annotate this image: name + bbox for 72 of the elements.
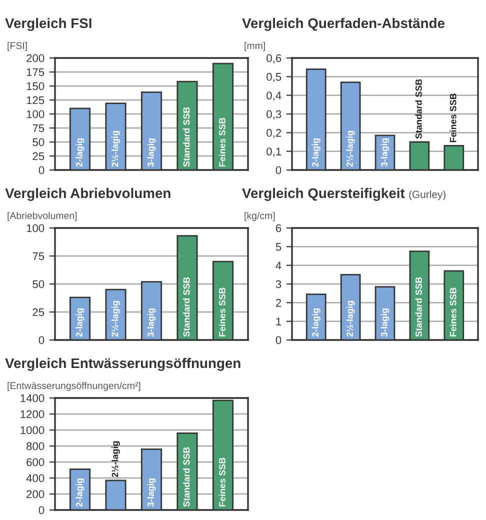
y-tick-label: 0 xyxy=(38,336,44,344)
y-tick-label: 400 xyxy=(26,474,44,482)
y-axis-title: [kg/cm] xyxy=(244,212,275,222)
x-tick-label: 2-lagig xyxy=(312,138,320,167)
x-tick-label: 2-lagig xyxy=(76,138,84,167)
x-tick-label: 2½-lagig xyxy=(346,130,355,167)
y-tick-label: 150 xyxy=(26,82,44,90)
x-tick-label: Standard SSB xyxy=(415,79,422,139)
x-tick-label: Feines SSB xyxy=(450,288,456,336)
y-axis-title: [FSI] xyxy=(8,42,27,52)
x-tick-label: Standard SSB xyxy=(183,447,190,507)
y-tick-label: 175 xyxy=(26,68,44,76)
y-tick-label: 5 xyxy=(276,243,282,251)
x-tick-label: 3-lagig xyxy=(380,138,390,167)
x-tick-label: Standard SSB xyxy=(183,277,190,337)
x-tick-label: Standard SSB xyxy=(183,107,190,167)
x-tick-label: Feines SSB xyxy=(218,288,226,336)
y-tick-label: 25 xyxy=(32,308,44,316)
x-tick-label: Feines SSB xyxy=(218,458,226,506)
y-tick-label: 600 xyxy=(26,458,44,466)
y-tick-label: 0,5 xyxy=(266,72,282,82)
y-tick-label: 0 xyxy=(38,506,44,514)
y-tick-label: 100 xyxy=(26,224,44,232)
y-tick-label: 1000 xyxy=(20,426,44,434)
chart-subtitle: (Gurley) xyxy=(409,190,446,200)
y-tick-label: 0 xyxy=(38,166,44,174)
x-tick-label: Feines SSB xyxy=(450,93,456,142)
y-axis-title: [Abriebvolumen] xyxy=(8,212,77,222)
x-tick-label: 3-lagig xyxy=(147,308,156,337)
x-tick-label: Feines SSB xyxy=(218,118,226,166)
y-tick-label: 50 xyxy=(32,138,44,146)
y-tick-label: 1400 xyxy=(20,394,44,402)
y-tick-label: 800 xyxy=(26,442,44,450)
y-tick-label: 1200 xyxy=(20,410,44,418)
x-tick-label: 3-lagig xyxy=(380,308,390,337)
chart-title: Vergleich Querfaden-Abstände xyxy=(242,18,445,31)
y-tick-label: 200 xyxy=(26,490,44,498)
y-tick-label: 3 xyxy=(276,280,282,288)
x-tick-label: 3-lagig xyxy=(147,478,156,507)
y-tick-label: 4 xyxy=(276,262,282,270)
y-tick-label: 200 xyxy=(26,54,44,62)
y-tick-label: 0,2 xyxy=(266,128,282,138)
x-tick-label: 2½-lagig xyxy=(346,300,355,337)
chart-title: Vergleich Quersteifigkeit xyxy=(242,188,405,201)
y-tick-label: 6 xyxy=(276,224,282,232)
y-tick-label: 0 xyxy=(276,166,282,174)
chart-title: Vergleich Entwässerungsöffnungen xyxy=(5,358,240,371)
y-axis-title: [Entwässerungsöffnungen/cm²] xyxy=(8,382,140,392)
y-tick-label: 125 xyxy=(26,96,44,104)
y-tick-label: 0,1 xyxy=(266,148,282,157)
x-tick-label: 2-lagig xyxy=(76,308,84,337)
x-tick-label: 2½-lagig xyxy=(112,300,120,337)
x-tick-label: Standard SSB xyxy=(415,277,422,337)
y-tick-label: 0,4 xyxy=(266,92,282,101)
chart-title: Vergleich FSI xyxy=(5,18,92,31)
y-tick-label: 50 xyxy=(32,280,44,288)
x-tick-label: 2-lagig xyxy=(312,308,320,337)
x-tick-label: 2½-lagig xyxy=(112,130,120,167)
x-tick-label: 2½-lagig xyxy=(112,441,120,478)
x-tick-label: 2-lagig xyxy=(76,478,84,507)
y-tick-label: 2 xyxy=(276,298,282,307)
y-tick-label: 25 xyxy=(32,152,44,160)
x-tick-label: 3-lagig xyxy=(147,138,156,167)
chart-title: Vergleich Abriebvolumen xyxy=(5,188,170,201)
y-tick-label: 0,6 xyxy=(266,54,282,64)
y-tick-label: 100 xyxy=(26,110,44,118)
y-tick-label: 0 xyxy=(276,336,282,344)
y-axis-title: [mm] xyxy=(244,42,265,52)
y-tick-label: 75 xyxy=(32,252,44,260)
y-tick-label: 1 xyxy=(276,318,282,326)
y-tick-label: 0,3 xyxy=(266,110,282,120)
y-tick-label: 75 xyxy=(32,124,44,132)
